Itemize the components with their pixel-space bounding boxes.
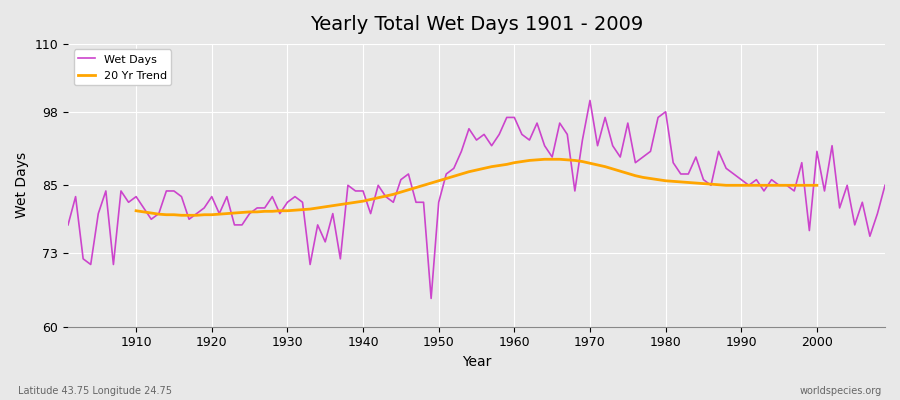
Wet Days [615, 155, 626, 160]
Wet Days [290, 194, 301, 199]
Title: Yearly Total Wet Days 1901 - 2009: Yearly Total Wet Days 1901 - 2009 [310, 15, 644, 34]
20 Yr Trend [176, 213, 187, 218]
Wet Days [426, 296, 436, 301]
20 Yr Trend [297, 207, 308, 212]
Wet Days [517, 132, 527, 137]
Text: Latitude 43.75 Longitude 24.75: Latitude 43.75 Longitude 24.75 [18, 386, 172, 396]
Line: Wet Days: Wet Days [68, 100, 885, 298]
20 Yr Trend [804, 183, 814, 188]
20 Yr Trend [532, 158, 543, 162]
Line: 20 Yr Trend: 20 Yr Trend [136, 159, 817, 215]
20 Yr Trend [312, 206, 323, 210]
20 Yr Trend [812, 183, 823, 188]
Wet Days [123, 200, 134, 205]
20 Yr Trend [130, 208, 141, 213]
20 Yr Trend [721, 183, 732, 188]
Wet Days [335, 256, 346, 261]
Wet Days [585, 98, 596, 103]
20 Yr Trend [221, 211, 232, 216]
Wet Days [508, 115, 519, 120]
Legend: Wet Days, 20 Yr Trend: Wet Days, 20 Yr Trend [74, 50, 171, 86]
20 Yr Trend [539, 157, 550, 162]
Wet Days [63, 222, 74, 227]
Y-axis label: Wet Days: Wet Days [15, 152, 29, 218]
Text: worldspecies.org: worldspecies.org [800, 386, 882, 396]
X-axis label: Year: Year [462, 355, 491, 369]
Wet Days [879, 183, 890, 188]
